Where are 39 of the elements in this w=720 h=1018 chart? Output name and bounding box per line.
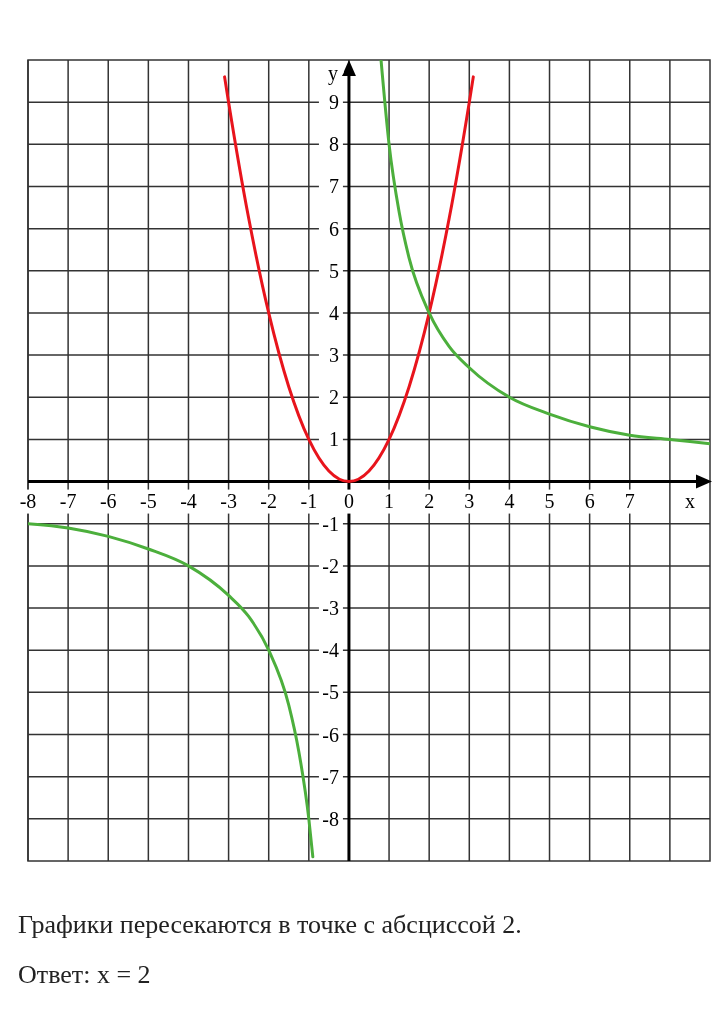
y-tick-label: 5 <box>328 259 339 282</box>
y-tick-label: 2 <box>328 386 339 409</box>
text: Графики пересекаются в точке с абсциссой 2. <box>18 910 522 939</box>
x-tick-label: 0 <box>343 489 354 512</box>
y-tick-label: 4 <box>328 301 339 324</box>
text: Ответ: x = 2 <box>18 960 151 989</box>
y-tick-label: -1 <box>322 512 339 535</box>
y-tick-label: -3 <box>322 597 339 620</box>
y-tick-label: 8 <box>328 133 339 156</box>
x-tick-label: 6 <box>584 489 595 512</box>
line-series <box>28 522 315 859</box>
x-tick-label: 4 <box>504 489 515 512</box>
y-tick-label: -7 <box>322 765 339 788</box>
x-tick-label: 1 <box>384 489 395 512</box>
x-tick-label: -3 <box>220 489 237 512</box>
x-tick-label: 5 <box>544 489 555 512</box>
y-tick-label: -4 <box>322 639 339 662</box>
x-tick-label: 3 <box>464 489 475 512</box>
x-tick-label: -5 <box>140 489 157 512</box>
x-tick-label: -1 <box>300 489 318 512</box>
y-tick-label: 7 <box>328 175 339 198</box>
line-series <box>379 60 710 446</box>
x-axis-title: x <box>684 489 695 512</box>
x-tick-label: -2 <box>260 489 278 512</box>
y-tick-label: -2 <box>322 554 339 577</box>
y-axis-title: y <box>327 62 338 85</box>
y-tick-label: 9 <box>328 91 339 114</box>
x-tick-label: -4 <box>180 489 197 512</box>
x-tick-label: -7 <box>59 489 77 512</box>
x-tick-label: -8 <box>19 489 37 512</box>
x-tick-label: 7 <box>624 489 635 512</box>
y-tick-label: 1 <box>328 428 339 451</box>
y-tick-label: -6 <box>322 723 339 746</box>
y-tick-label: -5 <box>322 681 339 704</box>
x-tick-label: 2 <box>424 489 435 512</box>
y-tick-label: 6 <box>328 217 339 240</box>
x-tick-label: -6 <box>99 489 117 512</box>
y-tick-label: 3 <box>328 344 339 367</box>
y-tick-label: -8 <box>322 807 339 830</box>
